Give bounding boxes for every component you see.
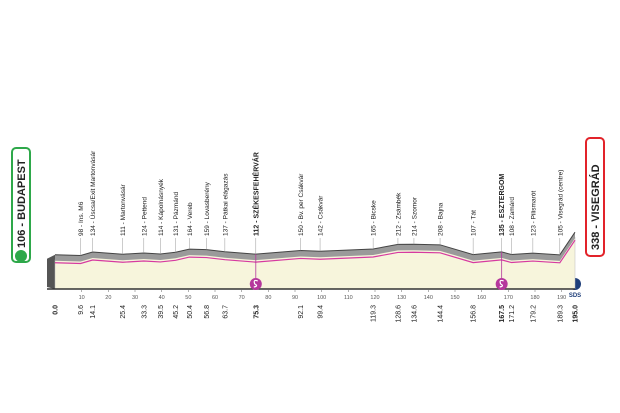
distance-label: 33.3 <box>141 305 148 319</box>
distance-label: 14.1 <box>90 305 97 319</box>
start-label: 106 - BUDAPEST <box>16 159 28 248</box>
distance-label: 119.3 <box>371 305 378 322</box>
distance-label: 63.7 <box>222 305 229 319</box>
waypoint-label: 124 - Pettend <box>141 197 148 236</box>
km-tick-label: 120 <box>370 295 379 301</box>
waypoint-label: 105 - Visegrád (centre) <box>557 170 564 236</box>
km-tick-label: 150 <box>450 295 459 301</box>
km-tick-label: 20 <box>105 295 111 301</box>
distance-label: 156.8 <box>471 305 478 323</box>
km-tick-label: 50 <box>185 295 191 301</box>
waypoint-label: 208 - Bajna <box>438 202 445 236</box>
distance-label: 92.1 <box>298 305 305 319</box>
distance-label: 179.2 <box>530 305 537 323</box>
profile-top <box>55 232 575 262</box>
distance-label: 45.2 <box>173 305 180 319</box>
waypoint-label: 212 - Zsámbék <box>395 192 402 236</box>
waypoint-label: 98 - Ins. M6 <box>78 201 85 236</box>
distance-label: 0.0 <box>53 305 60 315</box>
waypoint-label: 114 - Kápolnásnyék <box>158 178 165 236</box>
sprint-icon <box>499 279 504 288</box>
distance-label: 171.2 <box>509 305 516 323</box>
waypoint-label: 159 - Lovasberény <box>204 181 211 236</box>
km-tick-label: 70 <box>239 295 245 301</box>
waypoint-label: 150 - Bv. per Csákvár <box>298 173 305 236</box>
km-tick-label: 190 <box>557 295 566 301</box>
finish-box <box>585 137 605 257</box>
km-tick-label: 90 <box>292 295 298 301</box>
km-tick-label: 180 <box>530 295 539 301</box>
km-tick-label: 110 <box>344 295 353 301</box>
km-tick-label: 40 <box>159 295 165 301</box>
waypoint-label: 123 - Pilismarót <box>530 191 537 236</box>
distance-label: 56.8 <box>204 305 211 319</box>
waypoint-label: 134 - Úscsa/Exit Martonvásár <box>88 150 97 236</box>
km-tick-label: 140 <box>424 295 433 301</box>
waypoint-label: 135 - ESZTERGOM <box>499 174 506 236</box>
distance-label: 134.6 <box>411 305 418 323</box>
distance-label: 25.4 <box>120 305 127 319</box>
sprint-icon <box>253 279 259 288</box>
distance-label: 128.6 <box>395 305 402 323</box>
km-tick-label: 100 <box>317 295 326 301</box>
distance-label: 167.5 <box>499 305 506 323</box>
distance-label: 99.4 <box>318 305 325 319</box>
waypoint-label: 131 - Pázmánd <box>173 192 180 236</box>
distance-label: 195.0 <box>573 305 580 323</box>
distance-label: 144.4 <box>438 305 445 323</box>
start-icon <box>15 250 27 262</box>
waypoint-label: 165 - Bicske <box>371 200 378 236</box>
finish-logo-text: SDS <box>569 293 581 299</box>
km-tick-label: 10 <box>79 295 85 301</box>
km-tick-label: 60 <box>212 295 218 301</box>
waypoint-label: 108 - Zamárd <box>509 197 516 236</box>
km-tick-label: 130 <box>397 295 406 301</box>
km-tick-label: 170 <box>504 295 513 301</box>
waypoint-label: 214 - Szomor <box>411 196 418 236</box>
km-tick-label: 80 <box>265 295 271 301</box>
distance-label: 75.3 <box>253 305 260 319</box>
km-tick-label: 160 <box>477 295 486 301</box>
distance-label: 50.4 <box>187 305 194 319</box>
waypoint-label: 164 - Vereb <box>187 202 194 236</box>
profile-side <box>47 254 55 289</box>
waypoint-label: 111 - Martonvásár <box>120 183 127 236</box>
waypoint-label: 107 - Tát <box>471 210 478 236</box>
road-line <box>54 239 576 265</box>
distance-label: 9.6 <box>78 305 85 315</box>
waypoint-label: 142 - Csákvár <box>318 195 325 236</box>
distance-label: 189.3 <box>557 305 564 323</box>
waypoint-label: 137 - Pátkai elágazás <box>222 173 229 236</box>
km-tick-label: 30 <box>132 295 138 301</box>
distance-label: 39.5 <box>158 305 165 319</box>
waypoint-label: 112 - SZÉKESFEHÉRVÁR <box>251 152 260 236</box>
finish-label: 338 - VISEGRÁD <box>589 164 602 250</box>
